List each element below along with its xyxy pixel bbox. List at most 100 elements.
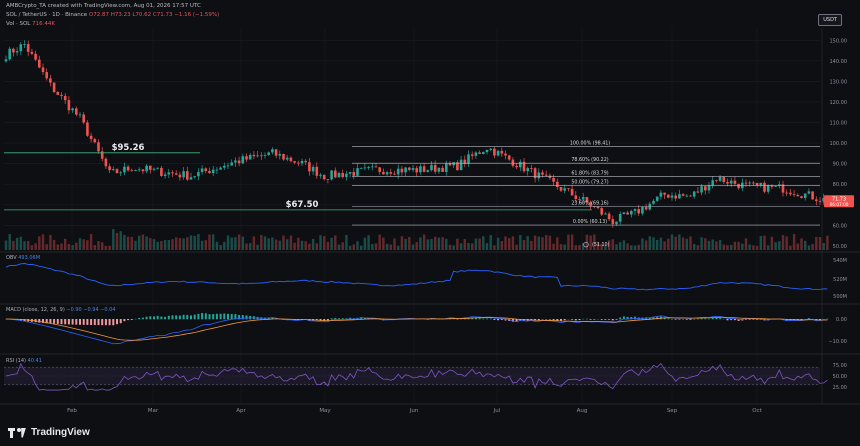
candle-body — [389, 172, 393, 174]
volume-bar — [441, 237, 444, 250]
macd-histogram-bar — [338, 318, 340, 320]
macd-histogram-bar — [175, 315, 178, 320]
macd-tick-label: 0.00 — [836, 317, 847, 323]
volume-bar — [718, 240, 722, 250]
macd-histogram-bar — [49, 319, 52, 324]
volume-bar — [589, 235, 592, 250]
macd-histogram-bar — [730, 319, 733, 321]
candle-body — [263, 154, 267, 156]
volume-bar — [582, 242, 585, 250]
volume-bar — [419, 237, 422, 250]
macd-histogram-bar — [563, 319, 566, 321]
volume-bar — [489, 235, 492, 250]
volume-bar — [763, 235, 766, 250]
volume-bar — [526, 236, 529, 250]
candle-body — [89, 135, 93, 140]
candle-body — [445, 163, 448, 172]
macd-histogram-bar — [345, 318, 348, 320]
volume-bar — [519, 234, 522, 250]
volume-bar — [274, 239, 278, 250]
macd-histogram-bar — [504, 319, 507, 321]
macd-histogram-bar — [119, 319, 122, 324]
candle-body — [607, 213, 611, 220]
volume-bar — [252, 236, 256, 250]
macd-histogram-bar — [478, 318, 481, 320]
candle-body — [544, 174, 548, 176]
volume-bar — [644, 240, 648, 250]
volume-bar — [156, 241, 159, 250]
candle-body — [337, 172, 341, 178]
candle-body — [152, 168, 156, 170]
macd-histogram-bar — [323, 319, 326, 321]
macd-histogram-bar — [474, 317, 477, 320]
candle-body — [341, 172, 344, 178]
fib-level-label: 61.80% (83.79) — [571, 170, 608, 176]
tradingview-logo-icon — [8, 427, 26, 438]
candle-body — [230, 162, 233, 166]
macd-histogram-bar — [182, 314, 185, 320]
macd-histogram-bar — [334, 318, 337, 320]
candle-body — [52, 82, 56, 93]
candle-body — [396, 168, 400, 175]
candle-body — [408, 167, 411, 170]
volume-bar — [748, 244, 751, 250]
candle-body — [493, 148, 496, 156]
volume-bar — [186, 237, 189, 250]
candle-body — [119, 172, 122, 174]
macd-histogram-bar — [615, 319, 618, 320]
candle-body — [496, 150, 500, 156]
candle-body — [256, 155, 259, 157]
candle-body — [526, 168, 529, 172]
candle-body — [515, 165, 518, 168]
currency-button[interactable]: USDT — [818, 14, 842, 26]
volume-bar — [811, 243, 814, 250]
volume-bar — [674, 236, 677, 250]
volume-bar — [437, 237, 441, 250]
volume-bar — [160, 241, 163, 250]
macd-legend[interactable]: MACD (close, 12, 26, 9) −0.90 −0.94 −0.0… — [6, 307, 116, 313]
volume-bar — [474, 238, 478, 250]
candle-body — [433, 164, 437, 172]
obv-legend[interactable]: OBV 493.06M — [6, 255, 40, 261]
macd-histogram-bar — [500, 319, 503, 320]
candle-body — [585, 197, 589, 203]
volume-bar — [822, 243, 825, 250]
candle-body — [93, 139, 97, 143]
volume-bar — [415, 242, 418, 250]
macd-histogram-bar — [149, 316, 152, 320]
rsi-legend[interactable]: RSI (14) 40.41 — [6, 358, 42, 364]
volume-bar — [434, 236, 437, 250]
candle-body — [674, 195, 677, 199]
candle-body — [541, 172, 544, 175]
candle-body — [297, 162, 300, 164]
volume-bar — [537, 236, 540, 250]
volume-bar — [759, 235, 762, 250]
macd-histogram-bar — [90, 319, 93, 326]
tradingview-branding[interactable]: TradingView — [8, 427, 90, 438]
volume-bar — [104, 245, 108, 250]
volume-bar — [101, 242, 104, 250]
candle-body — [511, 159, 515, 166]
obv-value: 493.06M — [18, 255, 41, 261]
macd-histogram-bar — [674, 319, 677, 320]
macd-histogram-bar — [626, 316, 629, 320]
macd-histogram-bar — [696, 318, 699, 320]
candle-body — [186, 171, 189, 180]
volume-bar — [293, 242, 296, 250]
candle-body — [470, 154, 474, 156]
volume-bar — [397, 245, 400, 250]
macd-histogram-bar — [160, 316, 163, 320]
candle-body — [304, 160, 307, 163]
candle-body — [563, 188, 566, 191]
obv-tick-label: 500M — [833, 294, 847, 300]
candle-body — [667, 194, 670, 198]
macd-histogram-bar — [79, 319, 81, 325]
macd-histogram-bar — [545, 319, 548, 320]
macd-histogram-bar — [82, 319, 85, 325]
candle-body — [171, 172, 174, 174]
candle-body — [692, 191, 696, 197]
candle-body — [8, 48, 11, 60]
candle-body — [149, 165, 152, 170]
macd-histogram-bar — [238, 314, 241, 320]
